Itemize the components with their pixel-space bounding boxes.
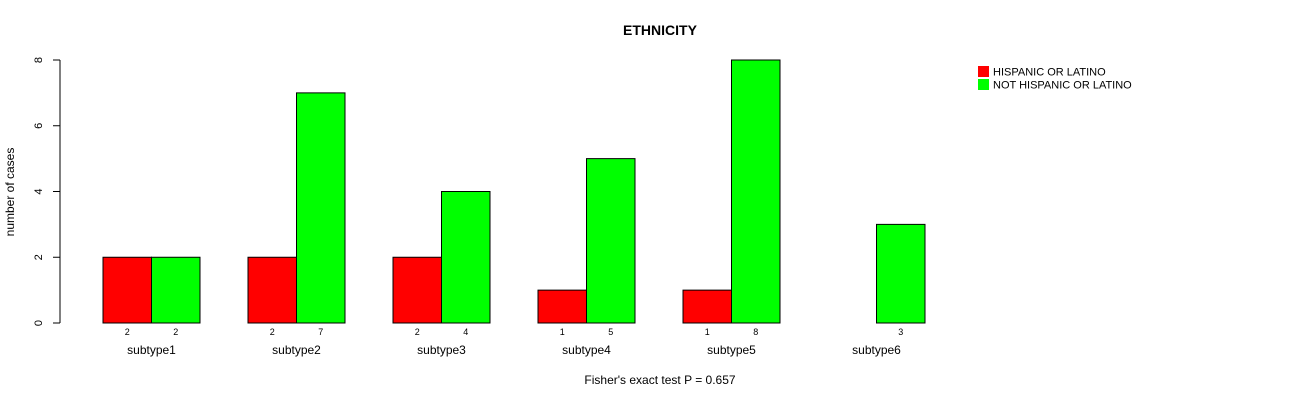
bar-subtype2-hispanic	[247, 256, 297, 324]
category-labels: subtype1 subtype2 subtype3 subtype4 subtype5…	[127, 343, 901, 357]
legend-swatch	[978, 66, 989, 77]
bar-subtype4-hispanic	[537, 289, 587, 324]
y-axis-ticks: 0 2 4 6 8	[33, 57, 60, 326]
value-label: 2	[125, 327, 130, 337]
value-label: 1	[705, 327, 710, 337]
y-tick-label: 4	[33, 188, 45, 194]
bar-subtype2-not-hispanic	[296, 92, 346, 324]
value-label: 4	[463, 327, 468, 337]
value-labels: 2 2 2 7 2 4 1 5 1 8 3	[125, 327, 904, 337]
y-tick-label: 6	[33, 123, 45, 129]
category-label-subtype4: subtype4	[562, 343, 611, 357]
bar-subtype1-not-hispanic	[151, 256, 201, 324]
value-label: 2	[173, 327, 178, 337]
chart-title: ETHNICITY	[623, 22, 698, 38]
category-label-subtype5: subtype5	[707, 343, 756, 357]
category-label-subtype3: subtype3	[417, 343, 466, 357]
bars-group	[102, 59, 926, 324]
value-label: 2	[270, 327, 275, 337]
value-label: 8	[753, 327, 758, 337]
y-tick-label: 2	[33, 254, 45, 260]
category-label-subtype1: subtype1	[127, 343, 176, 357]
bar-subtype5-hispanic	[682, 289, 732, 324]
category-label-subtype6: subtype6	[852, 343, 901, 357]
legend-swatch	[978, 79, 989, 90]
bar-subtype6-not-hispanic	[876, 223, 926, 324]
y-axis-title: number of cases	[3, 148, 17, 237]
legend-label: HISPANIC OR LATINO	[993, 67, 1106, 79]
bar-subtype1-hispanic	[102, 256, 152, 324]
y-tick-label: 0	[33, 320, 45, 326]
legend-label: NOT HISPANIC OR LATINO	[993, 80, 1132, 92]
bar-subtype3-hispanic	[392, 256, 442, 324]
category-label-subtype2: subtype2	[272, 343, 321, 357]
bar-subtype3-not-hispanic	[441, 191, 491, 324]
value-label: 5	[608, 327, 613, 337]
value-label: 7	[318, 327, 323, 337]
bar-subtype5-not-hispanic	[731, 59, 781, 324]
x-axis-title: Fisher's exact test P = 0.657	[584, 373, 735, 387]
value-label: 1	[560, 327, 565, 337]
value-label: 2	[415, 327, 420, 337]
bar-subtype4-not-hispanic	[586, 158, 636, 324]
value-label: 3	[898, 327, 903, 337]
y-tick-label: 8	[33, 57, 45, 63]
